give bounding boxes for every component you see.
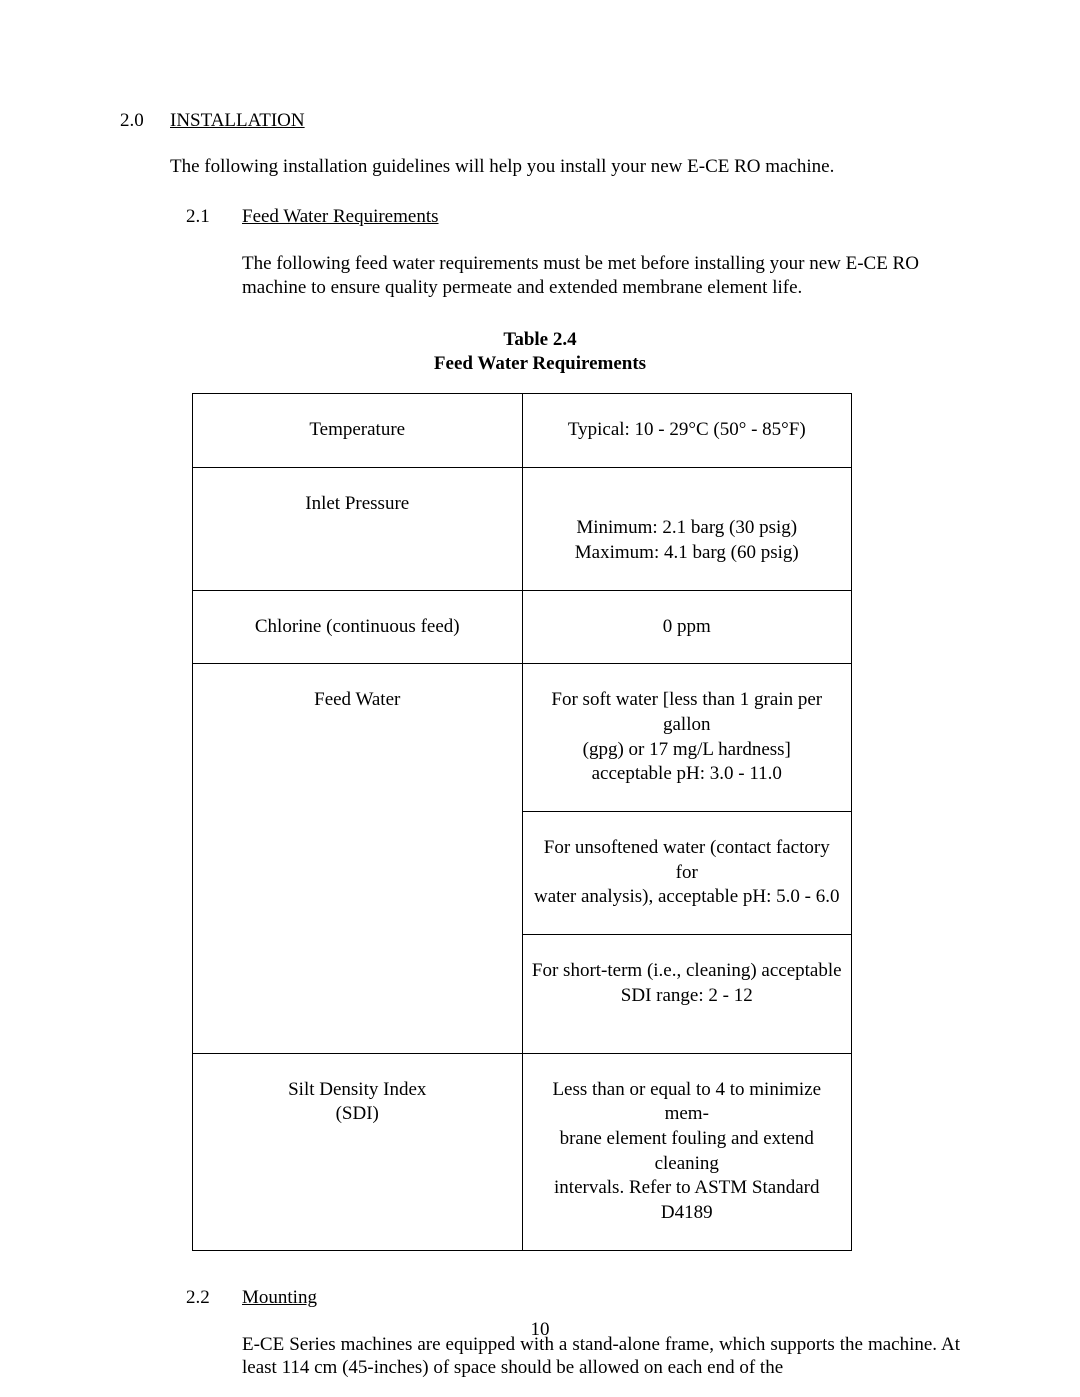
- text: D4189: [661, 1202, 713, 1223]
- cell-empty: [193, 812, 523, 935]
- subsection-header-1: 2.1 Feed Water Requirements: [186, 206, 960, 228]
- table-row: Silt Density Index (SDI) Less than or eq…: [193, 1053, 852, 1250]
- text: intervals. Refer to ASTM Standard: [554, 1177, 819, 1198]
- cell-value: Minimum: 2.1 barg (30 psig) Maximum: 4.1…: [522, 467, 852, 590]
- text: brane element fouling and extend cleanin…: [560, 1128, 814, 1174]
- subsection-header-2: 2.2 Mounting: [186, 1287, 960, 1309]
- cell-value: Less than or equal to 4 to minimize mem-…: [522, 1053, 852, 1250]
- cell-label: Chlorine (continuous feed): [193, 590, 523, 664]
- feed-water-requirements-table: Temperature Typical: 10 - 29°C (50° - 85…: [192, 393, 852, 1251]
- text: Minimum: 2.1 barg (30 psig): [576, 517, 797, 538]
- cell-label: Inlet Pressure: [193, 467, 523, 590]
- text: Maximum: 4.1 barg (60 psig): [575, 542, 799, 563]
- cell-empty: [193, 935, 523, 1053]
- page-number: 10: [0, 1319, 1080, 1341]
- text: (SDI): [336, 1103, 379, 1124]
- text: water analysis), acceptable pH: 5.0 - 6.…: [534, 886, 839, 907]
- text: Less than or equal to 4 to minimize mem-: [552, 1079, 821, 1125]
- caption-line-2: Feed Water Requirements: [434, 353, 646, 374]
- cell-label: Temperature: [193, 393, 523, 467]
- subsection-body: The following feed water requirements mu…: [242, 252, 960, 300]
- subsection-number: 2.2: [186, 1287, 242, 1309]
- text: For unsoftened water (contact factory fo…: [544, 837, 830, 883]
- text: (gpg) or 17 mg/L hardness]: [583, 739, 791, 760]
- section-header: 2.0 INSTALLATION: [120, 110, 960, 132]
- section-intro: The following installation guidelines wi…: [170, 156, 960, 178]
- caption-line-1: Table 2.4: [503, 329, 576, 350]
- subsection-title: Feed Water Requirements: [242, 206, 439, 228]
- table-row: Temperature Typical: 10 - 29°C (50° - 85…: [193, 393, 852, 467]
- table-caption: Table 2.4 Feed Water Requirements: [120, 328, 960, 377]
- table-row: Inlet Pressure Minimum: 2.1 barg (30 psi…: [193, 467, 852, 590]
- text: acceptable pH: 3.0 - 11.0: [592, 763, 782, 784]
- cell-value: Typical: 10 - 29°C (50° - 85°F): [522, 393, 852, 467]
- text: For soft water [less than 1 grain per ga…: [551, 689, 822, 735]
- cell-value: 0 ppm: [522, 590, 852, 664]
- section-number: 2.0: [120, 110, 170, 132]
- table-row: For short-term (i.e., cleaning) acceptab…: [193, 935, 852, 1053]
- table-row: Chlorine (continuous feed) 0 ppm: [193, 590, 852, 664]
- cell-label: Feed Water: [193, 664, 523, 812]
- table-row: Feed Water For soft water [less than 1 g…: [193, 664, 852, 812]
- cell-value: For unsoftened water (contact factory fo…: [522, 812, 852, 935]
- text: For short-term (i.e., cleaning) acceptab…: [532, 960, 842, 981]
- text: Silt Density Index: [288, 1079, 426, 1100]
- subsection-title: Mounting: [242, 1287, 317, 1309]
- section-title: INSTALLATION: [170, 110, 305, 132]
- cell-value: For short-term (i.e., cleaning) acceptab…: [522, 935, 852, 1053]
- table-row: For unsoftened water (contact factory fo…: [193, 812, 852, 935]
- cell-label: Silt Density Index (SDI): [193, 1053, 523, 1250]
- text: SDI range: 2 - 12: [621, 985, 753, 1006]
- cell-value: For soft water [less than 1 grain per ga…: [522, 664, 852, 812]
- subsection-number: 2.1: [186, 206, 242, 228]
